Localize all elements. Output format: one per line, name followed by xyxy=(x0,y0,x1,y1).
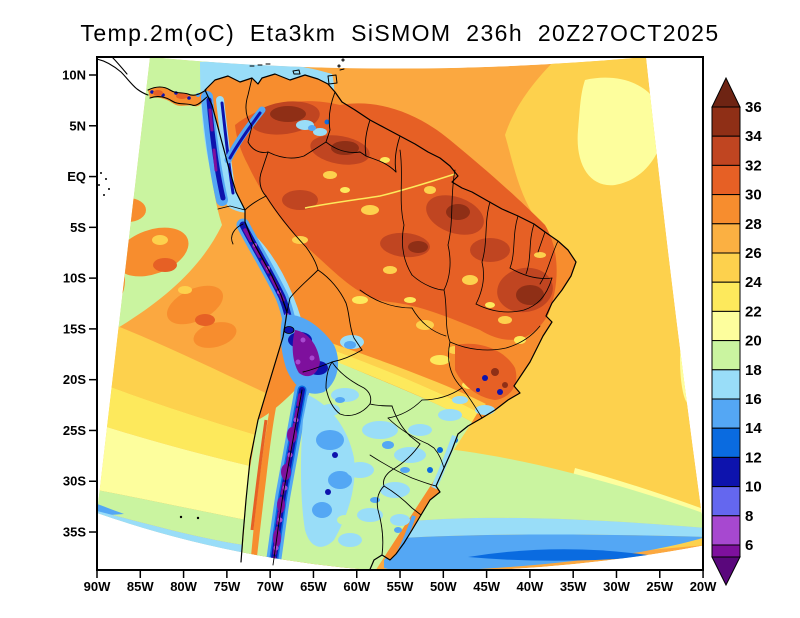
sudeste-brown-dot-2 xyxy=(502,382,508,388)
lat-tick-label: 5N xyxy=(69,118,86,133)
lat-tick-label: EQ xyxy=(67,169,86,184)
weather-map-panel: Temp.2m(oC) Eta3km SiSMOM 236h 20Z27OCT2… xyxy=(0,0,800,618)
colorbar-label: 20 xyxy=(745,333,762,350)
colorbar-label: 18 xyxy=(745,362,762,379)
colorbar-label: 28 xyxy=(745,216,762,233)
lon-tick-label: 50W xyxy=(430,579,457,594)
lon-tick-label: 65W xyxy=(300,579,327,594)
longitude-axis: 90W 85W 80W 75W 70W 65W 60W 55W 50W 45W 40W 35W 30W 2… xyxy=(84,570,718,594)
colorbar-box-below-min xyxy=(712,545,740,557)
colorbar-box xyxy=(712,282,740,311)
lon-tick-label: 70W xyxy=(257,579,284,594)
colorbar-box xyxy=(712,107,740,136)
lon-tick-label: 40W xyxy=(517,579,544,594)
field-layer xyxy=(95,57,707,582)
colorbar-box xyxy=(712,399,740,428)
lon-tick-label: 60W xyxy=(343,579,370,594)
lat-tick-label: 30S xyxy=(63,474,86,489)
colorbar-box xyxy=(712,195,740,224)
lon-tick-label: 75W xyxy=(214,579,241,594)
colorbar-label: 30 xyxy=(745,187,762,204)
lat-tick-label: 10N xyxy=(62,68,86,83)
colorbar-box xyxy=(712,487,740,516)
colorbar-label: 10 xyxy=(745,479,762,496)
lat-tick-label: 25S xyxy=(63,423,86,438)
colorbar-box xyxy=(712,516,740,545)
colorbar-label: 12 xyxy=(745,449,762,466)
lon-tick-label: 25W xyxy=(646,579,673,594)
lat-tick-label: 5S xyxy=(70,220,86,235)
colorbar-label: 32 xyxy=(745,157,762,174)
atlantic-edge-strip-2 xyxy=(680,315,700,405)
map-canvas: 10N 5N EQ 5S 10S 15S 20S 25S 30S 35S 90W 85W 80W 75W… xyxy=(0,0,800,618)
lon-tick-label: 85W xyxy=(127,579,154,594)
colorbar-label: 8 xyxy=(745,508,753,525)
colorbar-arrow-top xyxy=(712,78,740,107)
colorbar-label: 24 xyxy=(745,274,762,291)
colorbar-box xyxy=(712,224,740,253)
lon-tick-label: 80W xyxy=(170,579,197,594)
colorbar-label: 22 xyxy=(745,303,762,320)
colorbar-label: 14 xyxy=(745,420,762,437)
latitude-axis: 10N 5N EQ 5S 10S 15S 20S 25S 30S 35S xyxy=(62,68,97,540)
lat-tick-label: 10S xyxy=(63,271,86,286)
colorbar-box xyxy=(712,428,740,457)
colorbar-label: 36 xyxy=(745,99,762,116)
lake-titicaca xyxy=(284,327,294,334)
lon-tick-label: 20W xyxy=(690,579,717,594)
lat-tick-label: 20S xyxy=(63,372,86,387)
colorbar-box xyxy=(712,165,740,194)
lon-tick-label: 30W xyxy=(603,579,630,594)
lon-tick-label: 45W xyxy=(473,579,500,594)
colorbar-box xyxy=(712,457,740,486)
colorbar-box xyxy=(712,370,740,399)
colorbar-label: 16 xyxy=(745,391,762,408)
colorbar-box xyxy=(712,341,740,370)
lon-tick-label: 55W xyxy=(387,579,414,594)
lat-tick-label: 15S xyxy=(63,321,86,336)
lon-tick-label: 35W xyxy=(560,579,587,594)
colorbar-box xyxy=(712,136,740,165)
colorbar-label: 26 xyxy=(745,245,762,262)
colorbar-box xyxy=(712,253,740,282)
sudeste-brown-dot-1 xyxy=(491,368,499,376)
lat-tick-label: 35S xyxy=(63,525,86,540)
colorbar-label: 6 xyxy=(745,537,753,554)
colorbar-box xyxy=(712,311,740,340)
lon-tick-label: 90W xyxy=(84,579,111,594)
colorbar-label: 34 xyxy=(745,128,762,145)
temperature-colorbar: 36 34 32 30 28 26 24 22 20 18 16 14 12 10 8 6 xyxy=(712,78,762,585)
